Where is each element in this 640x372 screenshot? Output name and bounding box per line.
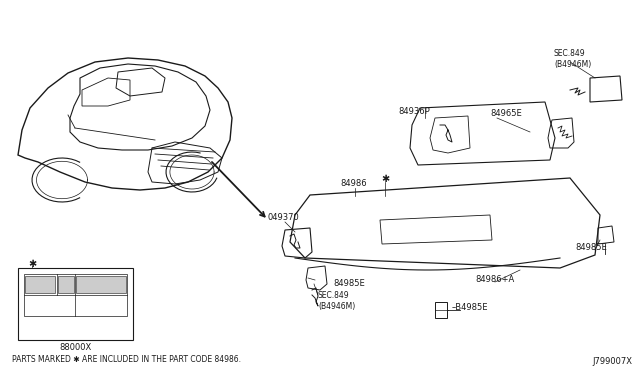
Text: PARTS MARKED ✱ ARE INCLUDED IN THE PART CODE 84986.: PARTS MARKED ✱ ARE INCLUDED IN THE PART … bbox=[12, 356, 241, 365]
Text: (B4946M): (B4946M) bbox=[318, 301, 355, 311]
Bar bbox=[58, 276, 74, 293]
Text: 84985E: 84985E bbox=[575, 244, 607, 253]
Text: 88000X: 88000X bbox=[59, 343, 91, 353]
Text: 84986: 84986 bbox=[340, 179, 367, 187]
Text: SEC.849: SEC.849 bbox=[318, 292, 349, 301]
Text: 049370: 049370 bbox=[268, 212, 300, 221]
Text: SEC.849: SEC.849 bbox=[554, 49, 586, 58]
Text: –B4985E: –B4985E bbox=[452, 304, 488, 312]
Text: 84965E: 84965E bbox=[490, 109, 522, 118]
Text: (B4946M): (B4946M) bbox=[554, 61, 591, 70]
Text: 84986+A: 84986+A bbox=[475, 276, 515, 285]
Bar bbox=[24, 274, 127, 316]
Text: ✱: ✱ bbox=[381, 174, 389, 184]
Bar bbox=[435, 302, 447, 318]
Text: ✱: ✱ bbox=[28, 259, 36, 269]
Bar bbox=[18, 268, 133, 340]
Text: J799007X: J799007X bbox=[592, 357, 632, 366]
Bar bbox=[76, 276, 126, 293]
Text: 84936P: 84936P bbox=[398, 108, 429, 116]
Text: 84985E: 84985E bbox=[333, 279, 365, 288]
Bar bbox=[25, 276, 55, 293]
